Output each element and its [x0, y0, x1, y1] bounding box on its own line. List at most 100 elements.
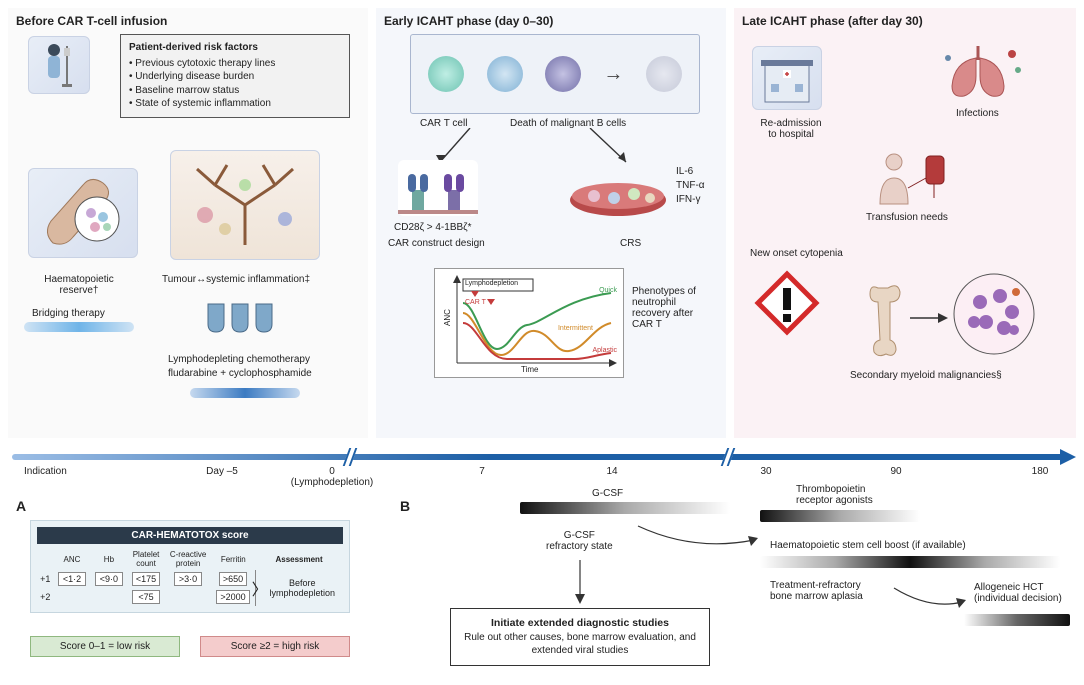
allo-bar — [964, 614, 1070, 626]
neutro-caption: Phenotypes of neutrophil recovery after … — [632, 286, 722, 330]
col-anc: ANC — [53, 548, 90, 570]
boost-bar — [760, 556, 1060, 568]
transfusion-illus — [860, 148, 960, 208]
tick-label: 7 — [479, 466, 485, 477]
assess-text: 〉Before lymphodepletion — [255, 570, 343, 606]
hospital-icon — [752, 46, 822, 110]
risk-item: • Previous cytotoxic therapy lines — [129, 57, 341, 71]
thrombo-bar — [760, 510, 920, 522]
risk-high-box: Score ≥2 = high risk — [200, 636, 350, 657]
row2-label: +2 — [37, 588, 53, 606]
phase1-title: Before CAR T-cell infusion — [16, 14, 167, 28]
tick-label: 180 — [1032, 466, 1049, 477]
marrow-smear-icon — [952, 272, 1036, 359]
patient-icon — [28, 36, 90, 94]
gcsf-label: G-CSF — [592, 488, 623, 499]
tick-label: 14 — [606, 466, 617, 477]
cyt-1: IL-6 — [676, 166, 693, 177]
chart-box-label: Lymphodepletion — [465, 280, 518, 287]
arrow-icon — [1060, 449, 1076, 468]
chart-x-label: Time — [521, 365, 538, 374]
col-plt: Platelet count — [127, 548, 164, 570]
hematotox-title: CAR-HEMATOTOX score — [37, 527, 343, 544]
tick-label: Indication — [24, 466, 67, 477]
cell: >3·0 — [174, 572, 202, 586]
construct-illus — [398, 160, 478, 216]
tick-label: 90 — [890, 466, 901, 477]
neutrophil-chart: Lymphodepletion CAR T ANC Time Quick Int… — [434, 268, 624, 378]
treat-refr-label: Treatment-refractory bone marrow aplasia — [770, 580, 863, 602]
cell-icon — [428, 56, 464, 92]
phase3-title: Late ICAHT phase (after day 30) — [742, 14, 923, 28]
risk-low-box: Score 0–1 = low risk — [30, 636, 180, 657]
hematotox-table: ANC Hb Platelet count C-reactive protein… — [37, 548, 343, 606]
lungs-icon — [938, 40, 1028, 104]
infections-label: Infections — [956, 108, 999, 119]
allo-label: Allogeneic HCT (individual decision) — [974, 582, 1062, 604]
panel-b-label: B — [400, 498, 410, 514]
risk-factors-box: Patient-derived risk factors • Previous … — [120, 34, 350, 118]
new-cyto-label: New onset cytopenia — [750, 248, 843, 259]
col-assess: Assessment — [255, 548, 343, 570]
cell: >2000 — [216, 590, 249, 604]
arrow-icon — [634, 522, 764, 562]
quick-label: Quick — [599, 287, 617, 294]
chart-y-label: ANC — [443, 309, 452, 326]
risk-item: • Baseline marrow status — [129, 84, 341, 98]
arrow-icon — [910, 310, 950, 326]
arrow-icon — [580, 128, 640, 168]
figure-canvas: Before CAR T-cell infusion Early ICAHT p… — [0, 0, 1084, 685]
tick-label: Day –5 — [206, 466, 238, 477]
arrow-icon: → — [603, 63, 623, 86]
cell-icon — [646, 56, 682, 92]
risk-factors-header: Patient-derived risk factors — [129, 41, 341, 55]
gcsf-bar — [520, 502, 730, 514]
aplast-label: Aplastic — [592, 347, 617, 354]
patient-illus — [28, 36, 90, 94]
boost-label: Haematopoietic stem cell boost (if avail… — [770, 540, 966, 551]
femur-icon — [860, 280, 908, 360]
femur-illus — [860, 280, 908, 360]
smn-label: Secondary myeloid malignancies§ — [850, 370, 1002, 381]
tick-label: 30 — [760, 466, 771, 477]
col-crp: C-reactive protein — [165, 548, 212, 570]
cell-icon — [545, 56, 581, 92]
haem-illus — [28, 168, 138, 258]
gcsf-refr-label: G-CSF refractory state — [546, 530, 613, 552]
col-hb: Hb — [90, 548, 127, 570]
tumour-illus — [170, 150, 320, 260]
interm-label: Intermittent — [558, 325, 593, 332]
cell: <75 — [132, 590, 160, 604]
diagnostic-box: Initiate extended diagnostic studies Rul… — [450, 608, 710, 666]
receptor-icon — [398, 160, 478, 216]
hazard-icon — [754, 270, 820, 339]
person-icon — [860, 148, 960, 208]
phase2-title: Early ICAHT phase (day 0–30) — [384, 14, 553, 28]
bone-icon — [28, 168, 138, 258]
risk-item: • State of systemic inflammation — [129, 97, 341, 111]
chart-cart-label: CAR T — [465, 299, 486, 306]
cell: <9·0 — [95, 572, 123, 586]
cell-icon — [487, 56, 523, 92]
cyt-2: TNF-α — [676, 180, 705, 191]
cyt-3: IFN-γ — [676, 194, 700, 205]
hospital-label: Re-admission to hospital — [746, 118, 836, 140]
construct-label: CD28ζ > 4-1BBζ* — [394, 222, 471, 233]
cart-mechanism-box: → — [410, 34, 700, 114]
tumour-label: Tumour↔systemic inflammation‡ — [162, 274, 310, 285]
timeline: Indication Day –5 0 (Lymphodepletion) 7 … — [12, 446, 1072, 470]
bridging-label: Bridging therapy — [32, 308, 105, 319]
thrombo-label: Thrombopoietin receptor agonists — [796, 484, 873, 506]
col-ferr: Ferritin — [211, 548, 255, 570]
lympho-label2: fludarabine + cyclophosphamide — [168, 368, 312, 379]
iv-illus — [200, 300, 280, 346]
diag-line2: Rule out other causes, bone marrow evalu… — [459, 631, 701, 657]
cell: >650 — [219, 572, 247, 586]
lympho-bar — [190, 388, 300, 398]
risk-item: • Underlying disease burden — [129, 70, 341, 84]
lympho-label1: Lymphodepleting chemotherapy — [168, 354, 310, 365]
iv-bag-icon — [200, 300, 280, 346]
haem-label: Haematopoietic reserve† — [24, 274, 134, 296]
cell: <175 — [132, 572, 160, 586]
crs-label: CRS — [620, 238, 641, 249]
